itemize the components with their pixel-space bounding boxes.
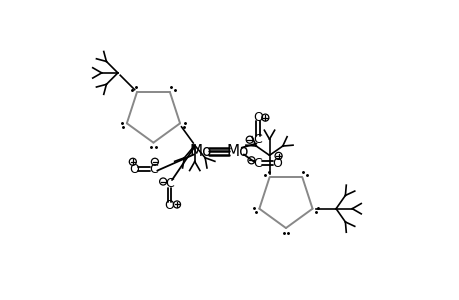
Text: O: O: [129, 163, 139, 176]
Text: O: O: [164, 200, 174, 212]
Text: C: C: [165, 177, 174, 190]
Text: C: C: [149, 163, 157, 176]
Text: C: C: [253, 133, 262, 146]
Text: O: O: [252, 111, 263, 124]
Text: Mo: Mo: [189, 144, 211, 159]
Text: O: O: [272, 157, 281, 170]
Text: C: C: [253, 157, 262, 170]
Text: Mo: Mo: [226, 144, 248, 159]
